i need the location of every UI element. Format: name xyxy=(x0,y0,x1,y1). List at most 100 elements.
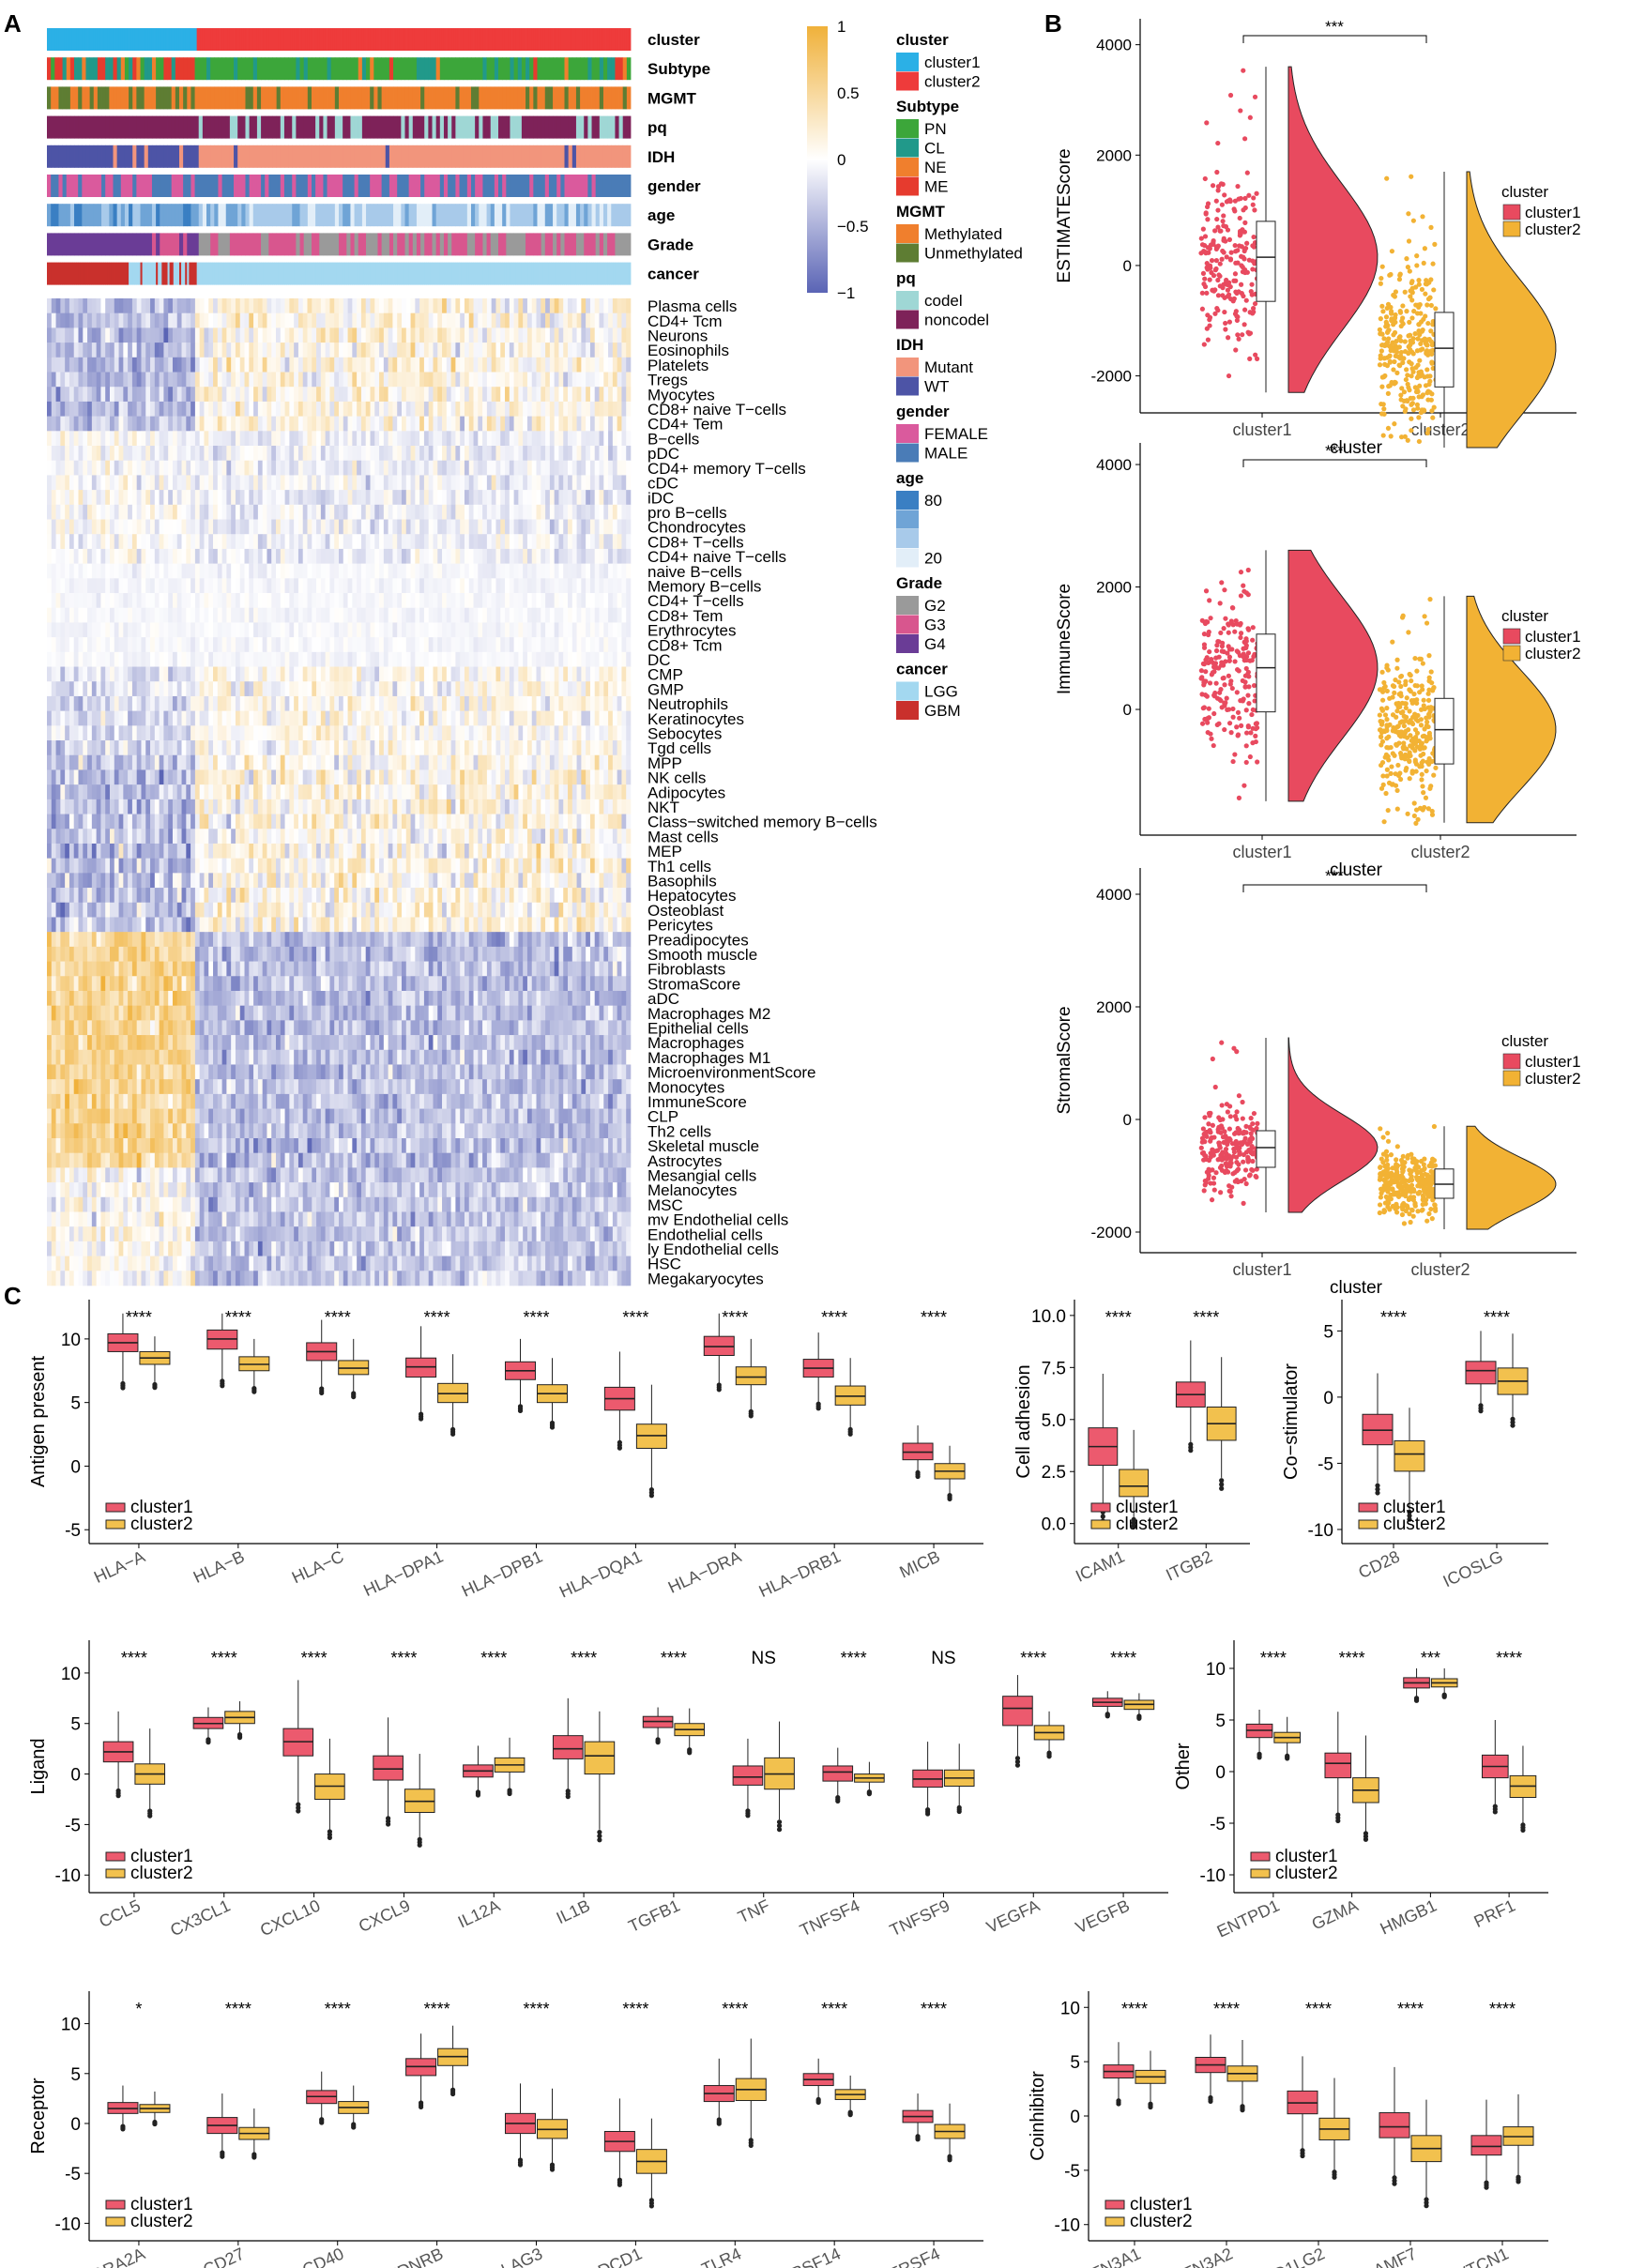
annotation-cell xyxy=(120,115,126,139)
heatmap-cell xyxy=(83,534,88,550)
heatmap-cell xyxy=(235,607,241,623)
heatmap-cell xyxy=(460,298,465,314)
heatmap-cell xyxy=(339,460,344,476)
heatmap-cell xyxy=(392,342,398,358)
annotation-cell xyxy=(526,262,528,285)
heatmap-cell xyxy=(486,593,492,609)
annotation-cell xyxy=(352,262,355,285)
annotation-cell xyxy=(151,262,155,285)
heatmap-cell xyxy=(329,651,335,667)
heatmap-cell xyxy=(55,372,61,388)
heatmap-cell xyxy=(486,327,492,343)
heatmap-cell xyxy=(141,298,146,314)
heatmap-cell xyxy=(302,342,308,358)
heatmap-cell xyxy=(159,578,164,594)
heatmap-cell xyxy=(280,372,285,388)
annotation-cell xyxy=(124,233,129,256)
heatmap-cell xyxy=(608,519,614,535)
heatmap-cell xyxy=(505,401,510,417)
heatmap-cell xyxy=(388,342,393,358)
annotation-cell xyxy=(404,233,410,256)
heatmap-cell xyxy=(320,534,326,550)
annotation-cell xyxy=(245,262,248,285)
heatmap-cell xyxy=(262,666,267,682)
heatmap-cell xyxy=(397,357,403,373)
annotation-cell xyxy=(183,204,188,227)
heatmap-cell xyxy=(100,327,106,343)
heatmap-cell xyxy=(47,548,53,564)
annotation-cell xyxy=(544,57,550,81)
annotation-cell xyxy=(482,145,487,168)
annotation-cell xyxy=(332,28,336,51)
heatmap-cell xyxy=(437,534,443,550)
heatmap-cell xyxy=(280,578,285,594)
heatmap-cell xyxy=(599,372,604,388)
annotation-cell xyxy=(171,204,176,227)
annotation-cell xyxy=(234,145,238,168)
heatmap-cell xyxy=(172,312,178,328)
annotation-cell xyxy=(237,175,242,197)
annotation-cell xyxy=(443,233,449,256)
heatmap-cell xyxy=(55,446,61,462)
heatmap-cell xyxy=(473,327,479,343)
heatmap-cell xyxy=(437,416,443,432)
heatmap-cell xyxy=(128,387,133,403)
annotation-cell xyxy=(245,204,251,227)
heatmap-cell xyxy=(383,298,388,314)
heatmap-cell xyxy=(589,357,596,373)
heatmap-cell xyxy=(190,446,196,462)
heatmap-cell xyxy=(339,607,344,623)
heatmap-cell xyxy=(415,578,420,594)
annotation-cell xyxy=(301,262,305,285)
heatmap-cell xyxy=(136,342,142,358)
heatmap-cell xyxy=(505,475,510,491)
heatmap-cell xyxy=(450,548,456,564)
annotation-cell xyxy=(292,57,297,81)
heatmap-cell xyxy=(55,312,61,328)
heatmap-cell xyxy=(123,607,129,623)
annotation-cell xyxy=(327,204,332,227)
heatmap-cell xyxy=(262,298,267,314)
annotation-cell xyxy=(354,145,359,168)
heatmap-cell xyxy=(468,651,474,667)
annotation-cell xyxy=(136,28,139,51)
heatmap-cell xyxy=(608,504,614,520)
heatmap-cell xyxy=(100,607,106,623)
annotation-cell xyxy=(529,204,534,227)
heatmap-cell xyxy=(626,519,632,535)
annotation-cell xyxy=(97,233,102,256)
heatmap-cell xyxy=(442,651,448,667)
annotation-cell xyxy=(451,115,456,139)
annotation-cell xyxy=(144,86,149,110)
heatmap-cell xyxy=(226,357,232,373)
heatmap-cell xyxy=(190,431,196,447)
annotation-cell xyxy=(393,262,396,285)
annotation-cell xyxy=(419,262,421,285)
annotation-cell xyxy=(498,28,501,51)
heatmap-cell xyxy=(433,431,438,447)
heatmap-cell xyxy=(199,593,205,609)
heatmap-cell xyxy=(383,607,388,623)
annotation-cell xyxy=(479,28,481,51)
annotation-cell xyxy=(140,175,145,197)
annotation-cell xyxy=(556,115,561,139)
annotation-cell xyxy=(602,204,608,227)
annotation-cell xyxy=(346,57,351,81)
heatmap-cell xyxy=(55,622,61,638)
annotation-cell xyxy=(109,175,114,197)
annotation-cell xyxy=(200,262,204,285)
heatmap-cell xyxy=(526,298,533,314)
annotation-cell xyxy=(441,28,445,51)
heatmap-cell xyxy=(374,563,380,579)
annotation-cell xyxy=(548,233,554,256)
annotation-cell xyxy=(268,175,273,197)
annotation-cell xyxy=(78,262,81,285)
heatmap-cell xyxy=(105,357,111,373)
heatmap-cell xyxy=(262,312,267,328)
annotation-cell xyxy=(560,262,563,285)
heatmap-cell xyxy=(419,431,425,447)
annotation-cell xyxy=(622,204,628,227)
heatmap-cell xyxy=(612,387,617,403)
annotation-cell xyxy=(566,28,570,51)
heatmap-cell xyxy=(365,651,371,667)
